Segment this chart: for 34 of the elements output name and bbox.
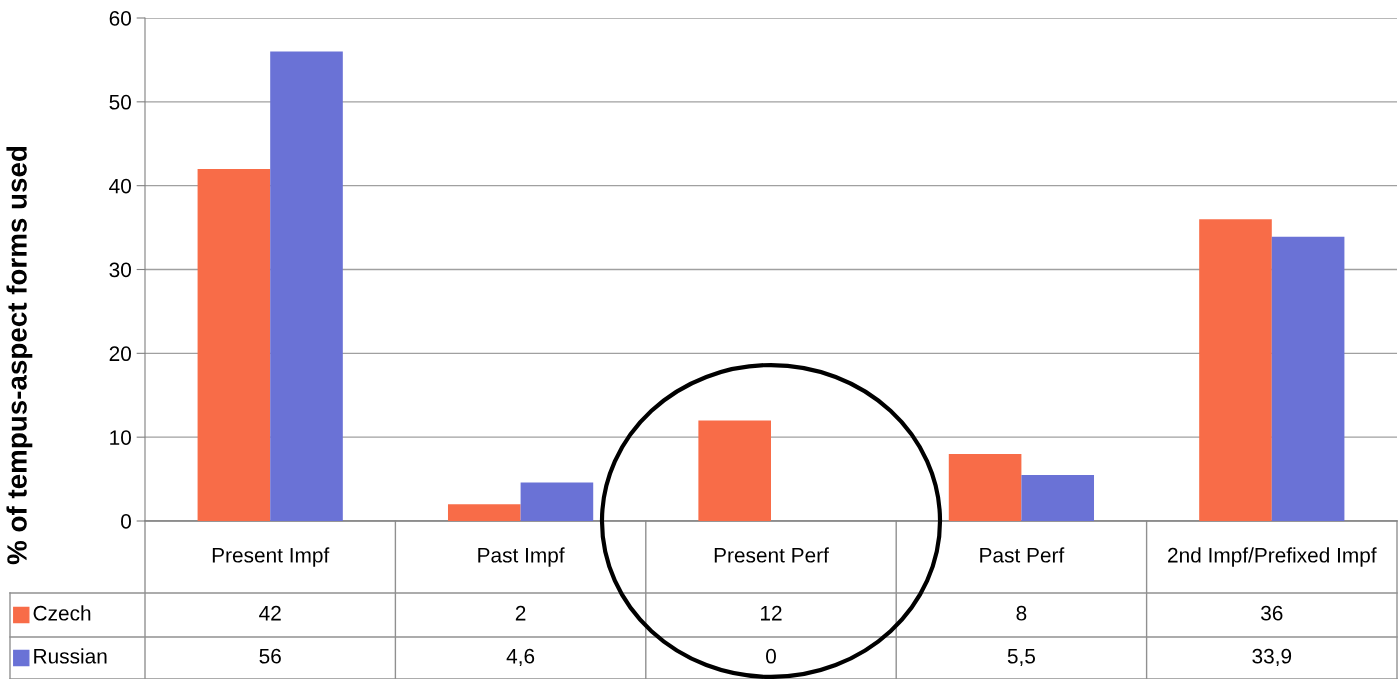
- bar: [520, 482, 594, 521]
- y-tick-label: 50: [109, 94, 131, 110]
- y-tick-label: 30: [109, 262, 131, 278]
- data-label: 12: [761, 605, 782, 621]
- y-tick-label: 40: [109, 178, 131, 194]
- bar: [197, 168, 271, 521]
- data-label: 33,9: [1252, 648, 1292, 667]
- y-axis-title: % of tempus-aspect forms used: [6, 146, 33, 565]
- bar: [1271, 236, 1345, 521]
- x-tick-label: Past Impf: [478, 547, 565, 567]
- bar: [1021, 474, 1095, 521]
- data-label: 0: [766, 648, 776, 664]
- y-tick-label: 60: [109, 11, 131, 26]
- x-tick-label: Past Perf: [980, 547, 1065, 563]
- data-label: 4,6: [506, 648, 535, 667]
- data-label: 36: [1261, 605, 1283, 621]
- data-label: 2: [515, 605, 526, 621]
- x-tick-label: Present Perf: [714, 547, 829, 563]
- data-label: 8: [1016, 605, 1027, 621]
- legend-label: Czech: [33, 605, 91, 621]
- bar: [270, 51, 343, 521]
- bar: [1199, 219, 1272, 521]
- y-tick-label: 0: [121, 514, 131, 529]
- x-tick-label: 2nd Impf/Prefixed Impf: [1168, 547, 1377, 567]
- y-tick-label: 20: [109, 346, 131, 362]
- bar: [447, 504, 521, 521]
- data-label: 5,5: [1007, 649, 1036, 667]
- bar: [948, 453, 1022, 521]
- bar: [698, 420, 771, 521]
- legend-label: Russian: [34, 648, 107, 664]
- x-tick-label: Present Impf: [212, 547, 330, 567]
- data-label: 42: [259, 605, 281, 621]
- data-label: 56: [259, 648, 281, 664]
- y-tick-label: 10: [110, 430, 131, 445]
